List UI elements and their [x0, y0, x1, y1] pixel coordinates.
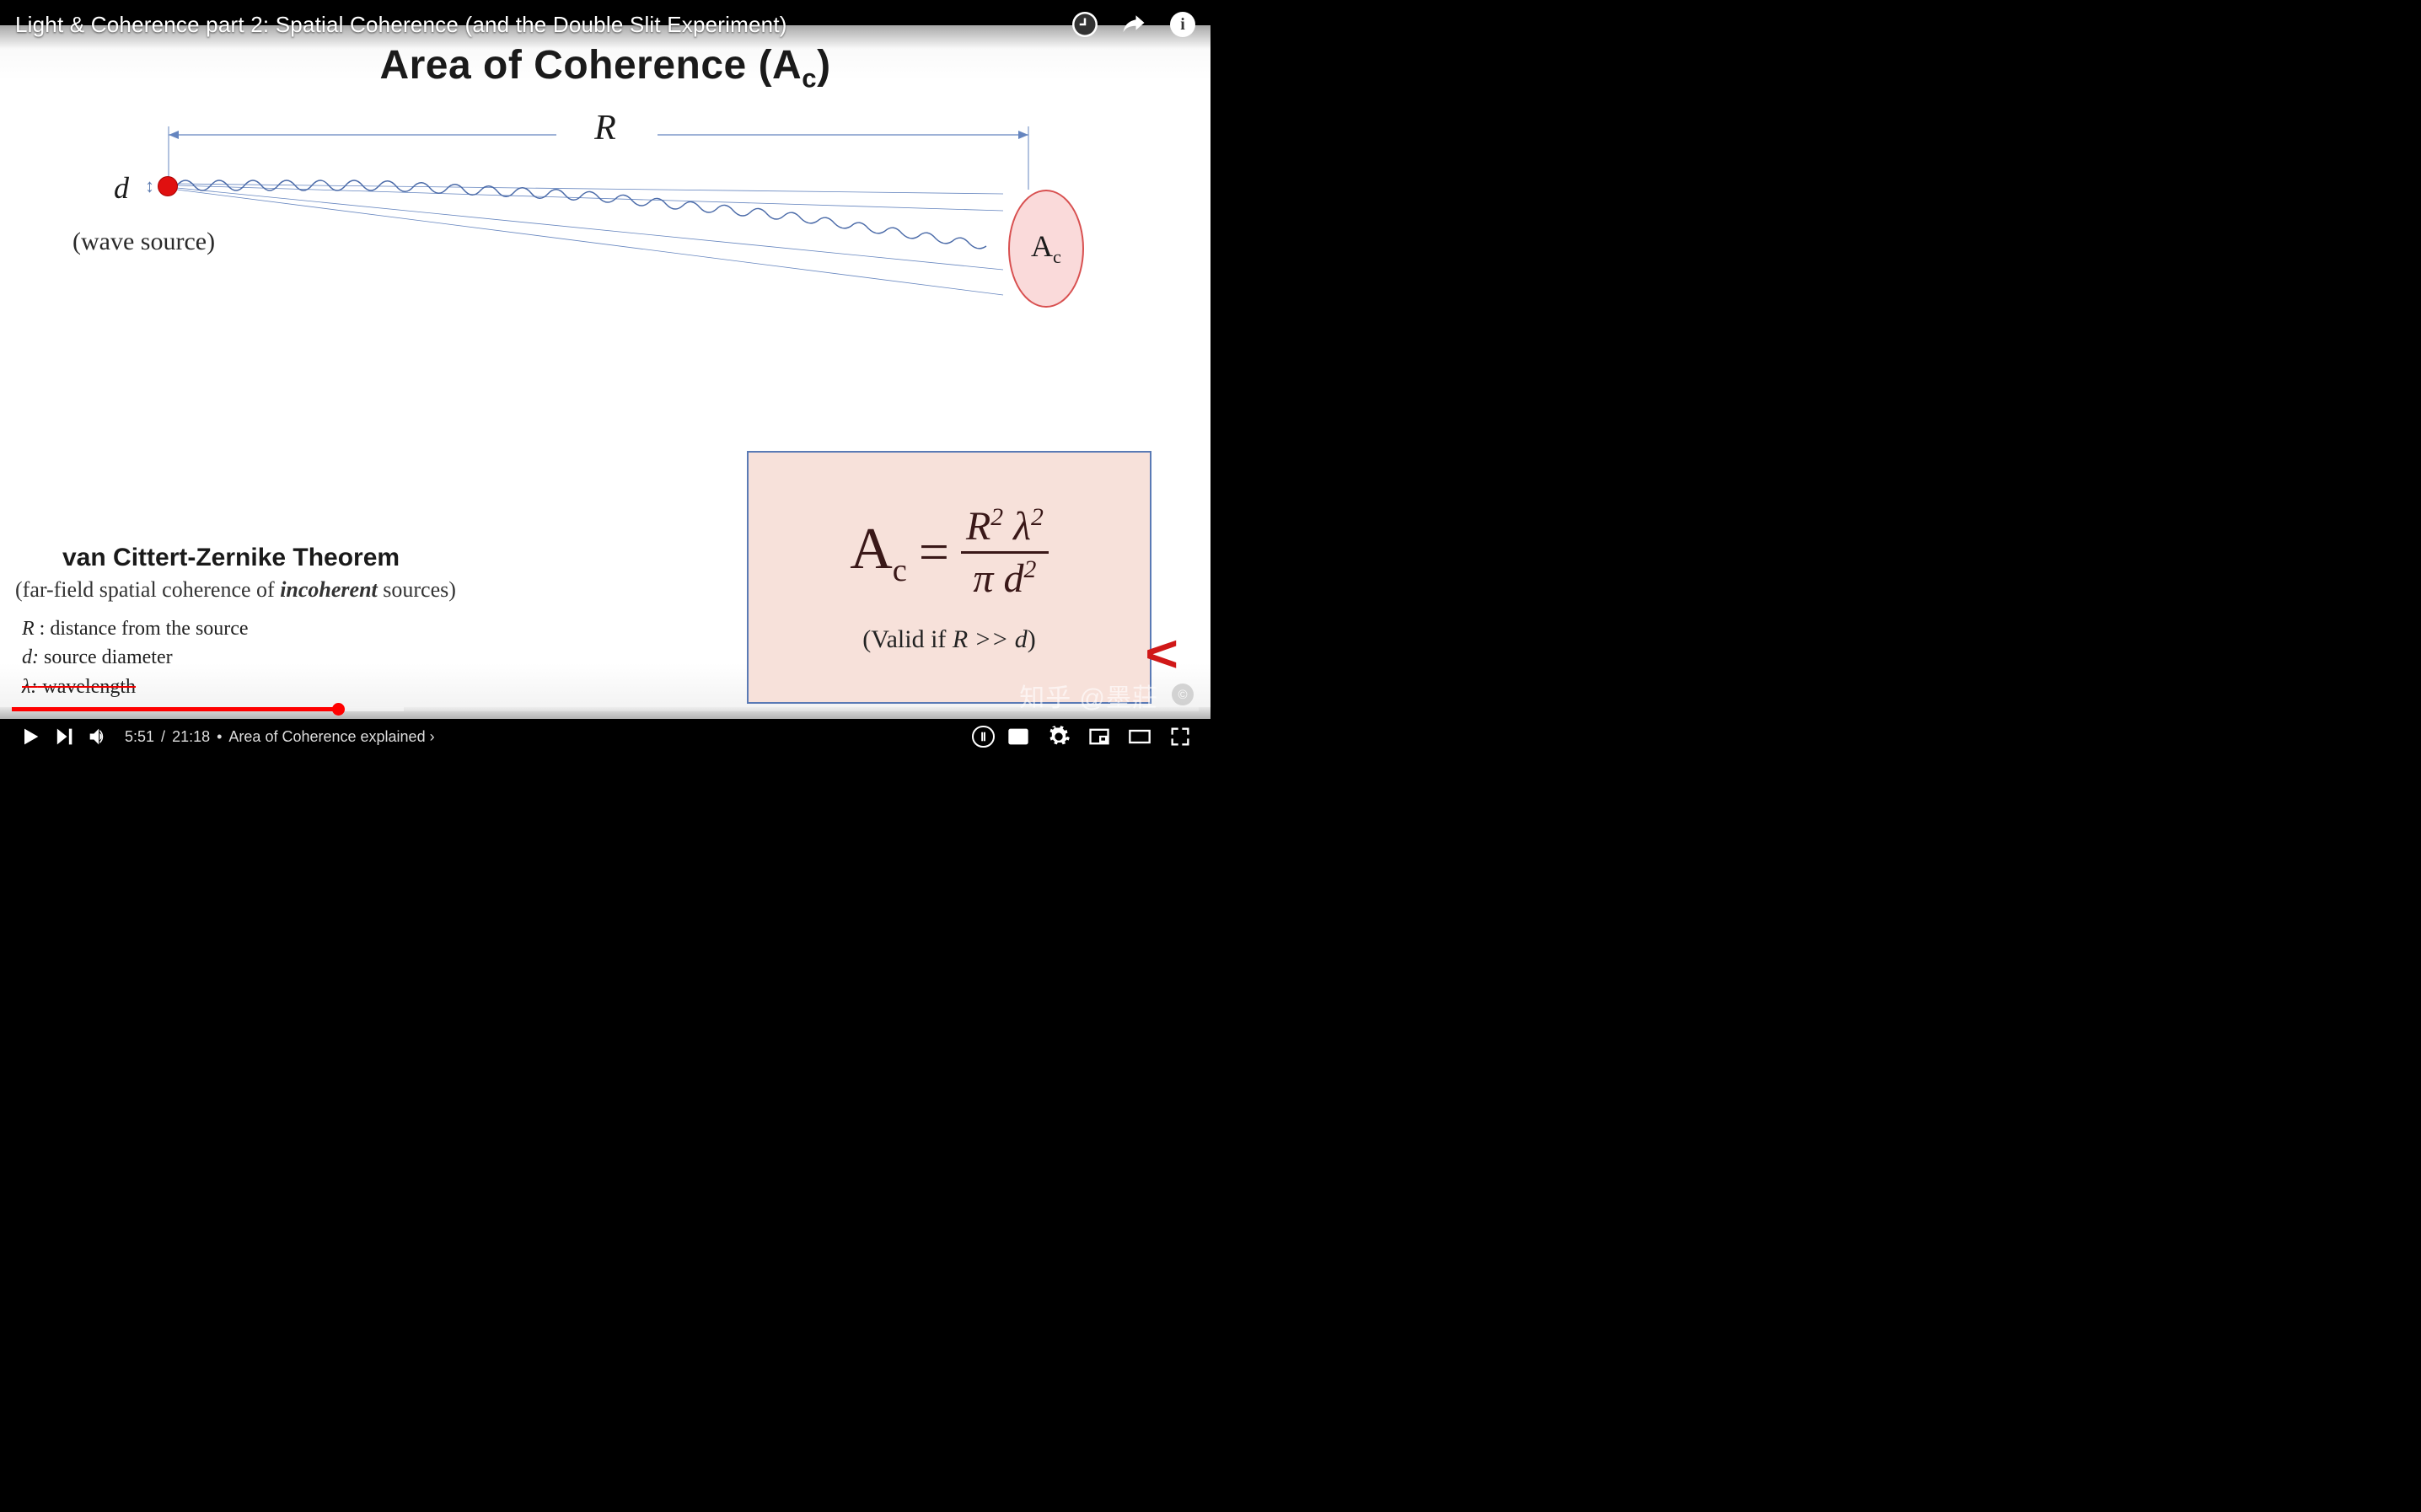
settings-button[interactable]	[1042, 720, 1076, 753]
autoplay-toggle[interactable]: Ⅱ	[972, 726, 995, 748]
cursor-annotation: <	[1145, 625, 1178, 684]
video-title[interactable]: Light & Coherence part 2: Spatial Cohere…	[15, 12, 1072, 38]
theorem-title: van Cittert-Zernike Theorem	[15, 544, 563, 572]
play-button[interactable]	[13, 720, 47, 753]
formula-validity: (Valid if R >> d)	[862, 625, 1035, 654]
def-lambda: λ: wavelength	[22, 673, 563, 702]
formula-lhs-sub: c	[893, 553, 907, 588]
fullscreen-button[interactable]	[1163, 720, 1197, 753]
theorem-subtitle: (far-field spatial coherence of incohere…	[15, 577, 563, 603]
formula: Ac = R2 λ2 π d2	[850, 501, 1049, 603]
miniplayer-button[interactable]	[1082, 720, 1116, 753]
def-d-text: source diameter	[39, 646, 173, 668]
watermark-badge: ©	[1172, 684, 1194, 705]
slide-title-suffix: )	[817, 43, 830, 88]
total-time: 21:18	[172, 728, 210, 746]
valid-prefix: (Valid if	[862, 625, 953, 653]
watch-later-icon[interactable]	[1072, 12, 1098, 37]
ac-label-sub: c	[1053, 247, 1061, 268]
next-button[interactable]	[47, 720, 81, 753]
theorem-sub-suffix: sources)	[378, 577, 456, 602]
controls-row: 5:51 / 21:18 • Area of Coherence explain…	[0, 717, 1210, 756]
def-l-text: wavelength	[37, 676, 136, 698]
wave-source-label: (wave source)	[72, 228, 215, 256]
theorem-defs: R : distance from the source d: source d…	[15, 614, 563, 702]
slide-title-text: Area of Coherence (A	[379, 43, 802, 88]
slide-title: Area of Coherence (Ac)	[0, 42, 1210, 94]
def-R: R : distance from the source	[22, 614, 563, 644]
d-arrow-icon: ↕	[145, 175, 154, 197]
share-icon[interactable]	[1121, 10, 1146, 40]
def-R-sym: R	[22, 618, 35, 640]
d-label: d	[114, 170, 129, 206]
progress-handle[interactable]	[332, 703, 345, 716]
theater-button[interactable]	[1123, 720, 1157, 753]
r-label: R	[34, 108, 1177, 148]
theorem-block: van Cittert-Zernike Theorem (far-field s…	[15, 544, 563, 702]
right-controls: Ⅱ	[972, 720, 1197, 753]
diagram: d ↕ (wave source) R Ac	[34, 101, 1177, 320]
time-sep: /	[161, 728, 165, 746]
valid-suffix: )	[1028, 625, 1036, 653]
video-player: Area of Coherence (Ac) d ↕	[0, 0, 1210, 756]
chapter-sep: •	[217, 728, 222, 746]
current-time: 5:51	[125, 728, 154, 746]
formula-eq: =	[919, 521, 949, 583]
title-icons: i	[1072, 10, 1195, 40]
progress-played	[12, 707, 338, 711]
time-display: 5:51 / 21:18 • Area of Coherence explain…	[125, 728, 435, 746]
wave-source-dot	[158, 177, 177, 196]
def-d-sym: d:	[22, 646, 39, 668]
chapter-name[interactable]: Area of Coherence explained ›	[228, 728, 434, 746]
slide-content: Area of Coherence (Ac) d ↕	[0, 25, 1210, 719]
player-controls: 5:51 / 21:18 • Area of Coherence explain…	[0, 707, 1210, 756]
valid-math: R >> d	[953, 625, 1028, 653]
theorem-sub-em: incoherent	[280, 577, 378, 602]
watermark: 知乎 @墨莊	[1019, 677, 1158, 714]
def-l-sym: λ:	[22, 676, 37, 698]
formula-lhs: Ac	[850, 516, 907, 589]
title-overlay: Light & Coherence part 2: Spatial Cohere…	[0, 0, 1210, 49]
formula-box: Ac = R2 λ2 π d2 (Valid if R >> d)	[747, 451, 1151, 704]
def-R-text: : distance from the source	[35, 618, 249, 640]
def-d: d: source diameter	[22, 643, 563, 673]
subtitles-button[interactable]	[1001, 720, 1035, 753]
slide-title-sub: c	[802, 64, 817, 94]
formula-fraction: R2 λ2 π d2	[961, 501, 1049, 603]
formula-numerator: R2 λ2	[961, 501, 1049, 551]
ac-label: A	[1031, 229, 1053, 263]
formula-lhs-A: A	[850, 517, 893, 582]
volume-button[interactable]	[81, 720, 115, 753]
info-icon[interactable]: i	[1170, 12, 1195, 37]
theorem-sub-prefix: (far-field spatial coherence of	[15, 577, 280, 602]
formula-denominator: π d2	[968, 554, 1041, 603]
ac-ellipse: Ac	[1008, 190, 1084, 308]
